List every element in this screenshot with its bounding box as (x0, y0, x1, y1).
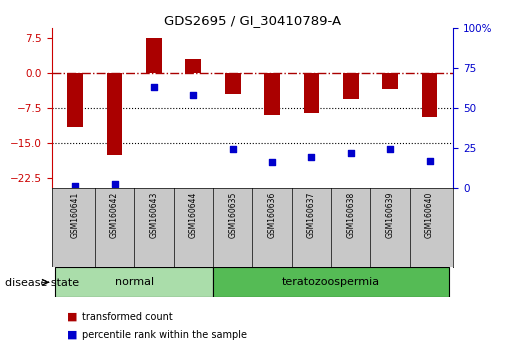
Text: GSM160642: GSM160642 (110, 192, 119, 238)
Point (347, 150, 355, 155)
Text: GSM160637: GSM160637 (307, 192, 316, 238)
Bar (343, 73, 358, 99)
Text: GSM160643: GSM160643 (149, 192, 159, 238)
Text: GSM160638: GSM160638 (346, 192, 355, 238)
Bar (67, 73, 83, 127)
Bar (422, 73, 437, 117)
Text: GSM160640: GSM160640 (425, 192, 434, 238)
Bar (146, 38, 162, 73)
Text: GSM160639: GSM160639 (386, 192, 394, 238)
Point (189, 92, 197, 98)
Text: GSM160644: GSM160644 (189, 192, 198, 238)
Bar (264, 73, 280, 115)
Point (268, 159, 276, 165)
Point (425, 158, 434, 164)
Title: GDS2695 / GI_30410789-A: GDS2695 / GI_30410789-A (164, 14, 341, 27)
Text: transformed count: transformed count (82, 312, 173, 322)
Text: normal: normal (115, 277, 154, 287)
Point (386, 147, 394, 152)
Point (307, 154, 316, 160)
Text: GSM160641: GSM160641 (71, 192, 80, 238)
Text: disease state: disease state (5, 278, 79, 288)
Text: teratozoospermia: teratozoospermia (282, 277, 380, 287)
Text: ■: ■ (67, 330, 77, 339)
Bar (382, 73, 398, 89)
Point (110, 182, 118, 187)
Bar (56, 267, 213, 297)
Text: GSM160636: GSM160636 (267, 192, 277, 238)
Text: percentile rank within the sample: percentile rank within the sample (82, 330, 247, 339)
Point (229, 147, 237, 152)
Bar (225, 73, 241, 94)
Point (71, 183, 79, 189)
Text: GSM160635: GSM160635 (228, 192, 237, 238)
Text: ■: ■ (67, 312, 77, 322)
Point (150, 85, 158, 90)
Bar (213, 267, 449, 297)
Bar (185, 59, 201, 73)
Bar (107, 73, 123, 155)
Bar (303, 73, 319, 113)
